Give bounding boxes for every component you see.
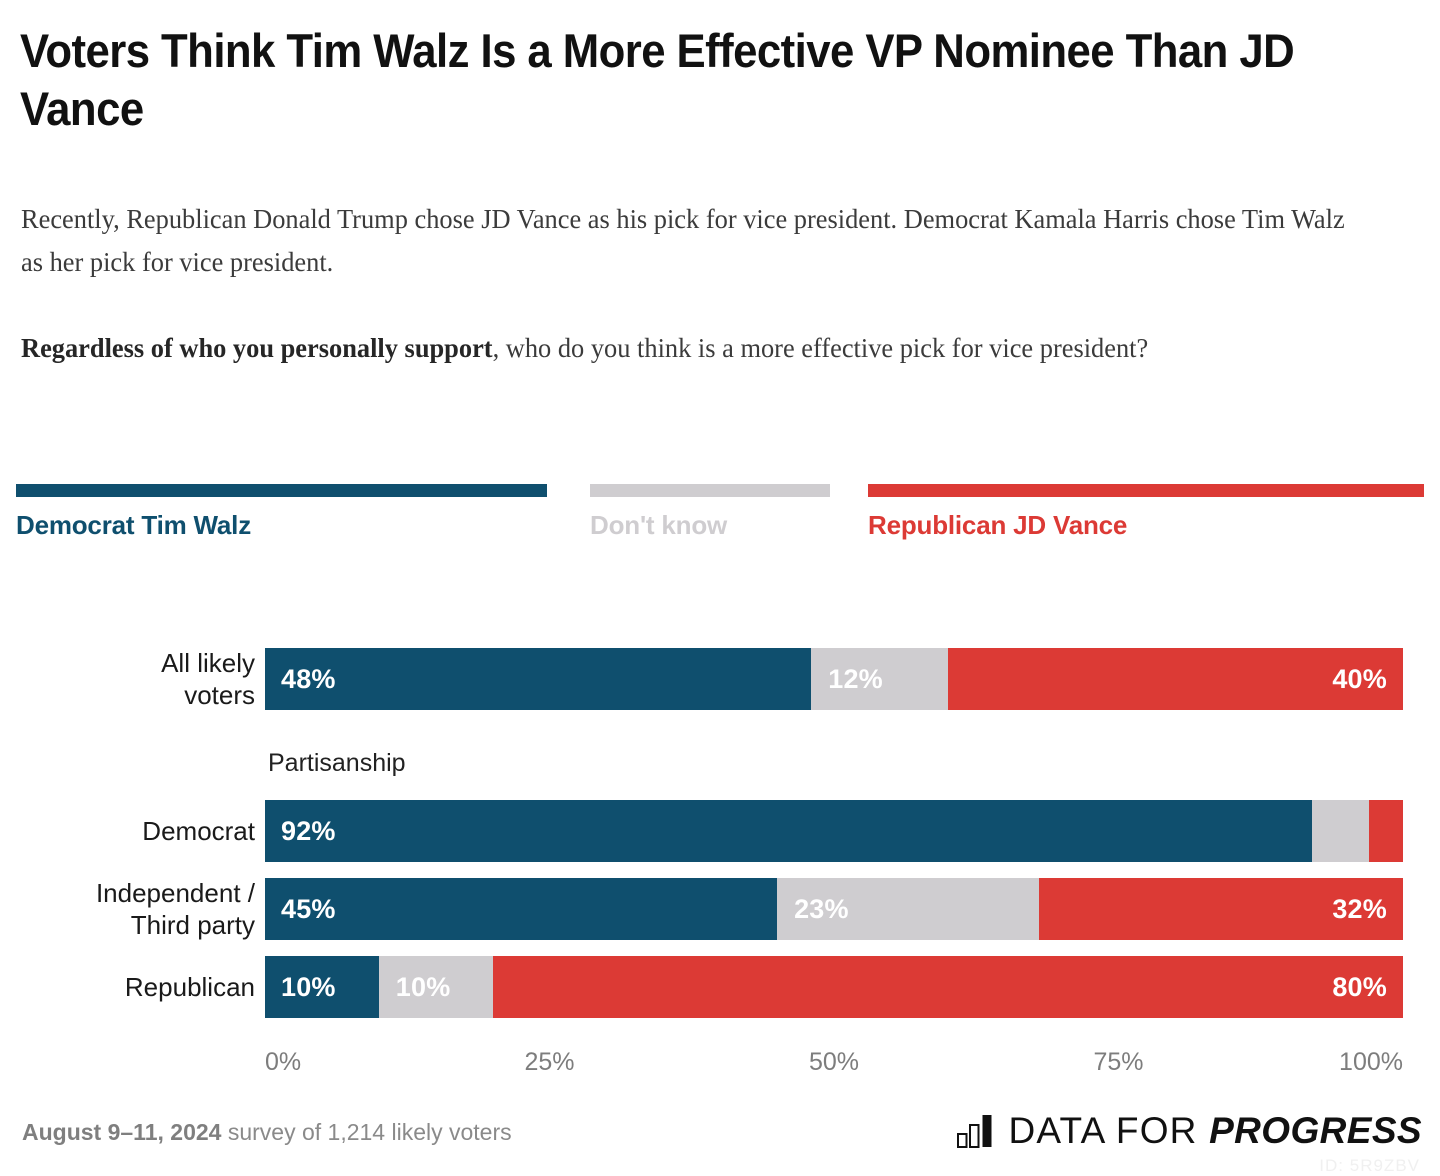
legend-label-democrat: Democrat Tim Walz xyxy=(16,510,251,540)
bar-segment-value: 10% xyxy=(281,971,336,1002)
axis-tick: 100% xyxy=(1339,1048,1403,1076)
bar-segment[interactable]: 92% xyxy=(265,800,1312,862)
legend-label-dont-know: Don't know xyxy=(590,510,728,540)
row-label-line: voters xyxy=(184,680,255,710)
survey-source-note: August 9–11, 2024 survey of 1,214 likely… xyxy=(22,1119,512,1146)
axis-tick: 50% xyxy=(808,1048,860,1076)
legend-swatch-democrat xyxy=(16,484,547,497)
stacked-bar[interactable]: 45% 23% 32% xyxy=(265,878,1403,940)
data-for-progress-logo: DATA FOR PROGRESS xyxy=(957,1112,1422,1149)
axis-tick: 75% xyxy=(1093,1048,1144,1076)
legend-item-republican[interactable]: Republican JD Vance xyxy=(868,484,1424,540)
chart-row: Democrat 92% 5%3% xyxy=(0,800,1440,862)
bar-segment[interactable]: 40% xyxy=(947,648,1403,710)
bar-segment[interactable]: 45% xyxy=(265,878,778,940)
bar-segment-value: 10% xyxy=(395,971,451,1002)
survey-date: August 9–11, 2024 xyxy=(22,1119,222,1145)
stacked-bar[interactable]: 48% 12% 40% xyxy=(265,648,1403,710)
legend-label-republican: Republican JD Vance xyxy=(868,510,1128,540)
row-label: Democrat xyxy=(0,815,255,847)
axis-tick: 25% xyxy=(524,1048,575,1076)
logo-text-light: DATA FOR xyxy=(1008,1110,1210,1151)
row-label-line: Independent / xyxy=(95,878,255,908)
row-label-line: All likely xyxy=(161,648,255,678)
chart-row: All likely voters 48% 12% 40% xyxy=(0,648,1440,710)
bar-segment[interactable]: 23% xyxy=(777,878,1039,940)
bar-segment-value: 12% xyxy=(828,663,883,694)
legend-item-dont-know[interactable]: Don't know xyxy=(590,484,830,540)
chart-subtitle: Recently, Republican Donald Trump chose … xyxy=(21,197,1360,369)
row-label: Independent / Third party xyxy=(0,877,255,941)
survey-sample: survey of 1,214 likely voters xyxy=(221,1119,512,1145)
bar-segment[interactable]: 80% xyxy=(492,956,1403,1018)
bar-segment[interactable]: 5% xyxy=(1311,800,1369,862)
bar-segment-value: 32% xyxy=(1332,893,1387,924)
survey-question: Regardless of who you personally support… xyxy=(21,326,1360,369)
chart-row: Republican 10% 10% 80% xyxy=(0,956,1440,1018)
subtitle-intro: Recently, Republican Donald Trump chose … xyxy=(21,203,1345,277)
question-emphasis: Regardless of who you personally support xyxy=(21,332,493,363)
legend-swatch-dont-know xyxy=(590,484,830,497)
logo-text-bold: PROGRESS xyxy=(1209,1110,1422,1151)
bar-segment-value: 40% xyxy=(1332,663,1387,694)
legend-swatch-republican xyxy=(868,484,1424,497)
bar-segment-value: 48% xyxy=(281,663,336,694)
row-label-line: Democrat xyxy=(142,816,255,846)
bar-segment-value: 45% xyxy=(281,893,336,924)
row-label: Republican xyxy=(0,971,255,1003)
x-axis: 0% 25% 50% 75% 100% xyxy=(265,1048,1403,1082)
bar-segment[interactable]: 12% xyxy=(811,648,948,710)
logo-wordmark: DATA FOR PROGRESS xyxy=(1008,1112,1422,1149)
row-label-line: Third party xyxy=(130,910,255,940)
bar-segment-value: 92% xyxy=(281,815,336,846)
chart-id: ID: 5R9ZBV xyxy=(1319,1156,1420,1175)
legend-item-democrat[interactable]: Democrat Tim Walz xyxy=(16,484,547,540)
axis-tick: 0% xyxy=(265,1048,302,1076)
bar-chart-icon xyxy=(957,1114,992,1148)
chart-row: Independent / Third party 45% 23% 32% xyxy=(0,878,1440,940)
bar-segment-value: 23% xyxy=(794,893,849,924)
page-title: Voters Think Tim Walz Is a More Effectiv… xyxy=(20,24,1295,135)
bar-segment[interactable]: 48% xyxy=(265,648,812,710)
question-remainder: , who do you think is a more effective p… xyxy=(492,332,1149,363)
stacked-bar[interactable]: 10% 10% 80% xyxy=(265,956,1403,1018)
stacked-bar[interactable]: 92% 5%3% xyxy=(265,800,1403,862)
row-label: All likely voters xyxy=(0,647,255,711)
bar-segment[interactable]: 32% xyxy=(1038,878,1403,940)
bar-segment-value: 80% xyxy=(1332,971,1387,1002)
bar-segment[interactable]: 10% xyxy=(265,956,379,1018)
bar-segment[interactable]: 10% xyxy=(378,956,493,1018)
bar-segment[interactable]: 3% xyxy=(1368,800,1403,862)
row-label-line: Republican xyxy=(124,972,255,1002)
group-label-partisanship: Partisanship xyxy=(268,749,406,777)
